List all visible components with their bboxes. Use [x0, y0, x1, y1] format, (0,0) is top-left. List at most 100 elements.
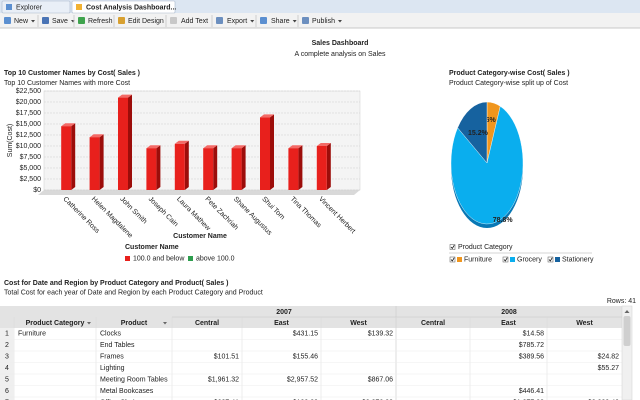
cost-cell: $2,957.52	[287, 377, 318, 384]
pie-value-label: 15.2%	[468, 130, 489, 137]
checkmark	[450, 257, 455, 262]
cost-cell: $24.82	[598, 354, 620, 361]
toolbar-icon	[42, 17, 49, 24]
cost-cell: $389.56	[519, 354, 544, 361]
bar	[316, 146, 327, 190]
category-cell: Furniture	[18, 331, 46, 338]
bar	[146, 148, 157, 190]
product-cell: Meeting Room Tables	[100, 377, 168, 384]
bar-side	[71, 123, 76, 190]
cost-cell: $55.27	[598, 365, 620, 372]
checkmark	[548, 257, 553, 262]
y-tick-label: $5,000	[20, 165, 42, 172]
bar-top	[146, 145, 161, 149]
cost-cell: $1,961.32	[208, 377, 239, 384]
bar-top	[203, 145, 218, 149]
toolbar	[0, 13, 640, 28]
region-header: West	[350, 320, 367, 327]
row-number-column	[0, 328, 14, 400]
pie-value-label: 78.8%	[493, 217, 514, 224]
toolbar-button[interactable]: Edit Design	[128, 18, 164, 25]
legend-label: above 100.0	[196, 256, 235, 263]
row-number: 1	[5, 331, 9, 338]
bar	[174, 143, 185, 190]
x-axis-label: Customer Name	[173, 233, 227, 240]
toolbar-icon	[260, 17, 267, 24]
scrollbar-track[interactable]	[621, 305, 633, 400]
checkbox[interactable]	[449, 244, 456, 250]
tab[interactable]	[1, 0, 71, 14]
bar-top	[231, 145, 246, 149]
toolbar-icon	[4, 17, 11, 24]
legend-swatch	[188, 256, 193, 261]
toolbar-button[interactable]: New	[14, 18, 29, 25]
cost-cell: $101.51	[214, 354, 239, 361]
y-axis-label: Sum(Cost)	[7, 124, 14, 157]
chart-title: Top 10 Customer Names by Cost( Sales )	[4, 70, 140, 77]
legend-title: Customer Name	[125, 244, 179, 251]
tab[interactable]	[71, 0, 176, 14]
region-header: West	[576, 320, 593, 327]
tab-label[interactable]: Explorer	[16, 4, 43, 11]
region-header: East	[274, 320, 289, 327]
checkbox[interactable]	[502, 256, 509, 263]
toolbar-button[interactable]: Share	[271, 18, 290, 25]
toolbar-button[interactable]: Refresh	[88, 18, 113, 25]
bar-side	[298, 145, 303, 190]
legend-title: Product Category	[458, 244, 513, 251]
bar-top	[118, 94, 132, 98]
bar	[231, 148, 242, 190]
cost-cell: $14.58	[523, 331, 545, 338]
toolbar-button[interactable]: Save	[52, 18, 68, 25]
bar	[288, 148, 299, 190]
toolbar-icon	[170, 17, 177, 24]
toolbar-button[interactable]: Export	[227, 18, 247, 25]
dropdown-arrow	[337, 20, 342, 23]
column-header[interactable]: Product Category	[26, 320, 85, 327]
bar-top	[260, 114, 274, 118]
checkbox[interactable]	[449, 256, 456, 263]
toolbar-button[interactable]: Publish	[312, 18, 335, 25]
legend-swatch	[510, 257, 515, 262]
bar-side	[128, 94, 132, 190]
bar	[260, 117, 270, 190]
checkmark	[503, 257, 508, 262]
scrollbar-thumb[interactable]	[623, 316, 631, 346]
bar-top	[89, 134, 104, 138]
pie-slice	[457, 101, 488, 164]
dashboard-title: Sales Dashboard	[312, 40, 369, 47]
toolbar-icon	[216, 17, 223, 24]
pie-value-label: 6%	[486, 117, 497, 124]
checkbox[interactable]	[547, 256, 554, 263]
table-subtitle: Total Cost for each year of Date and Reg…	[4, 289, 263, 296]
plot-floor	[38, 190, 360, 195]
bar	[89, 137, 100, 190]
bar-side	[270, 114, 274, 190]
toolbar-icon	[118, 17, 125, 24]
bar-top	[174, 140, 189, 144]
legend-label: 100.0 and below	[133, 256, 185, 263]
tab-label[interactable]: Cost Analysis Dashboard...	[86, 4, 176, 11]
dropdown-arrow	[292, 20, 297, 23]
column-header[interactable]: Product	[121, 320, 148, 327]
row-count: Rows: 41	[607, 298, 636, 305]
y-tick-label: $10,000	[16, 143, 41, 150]
bar-top	[61, 123, 76, 127]
region-header: East	[501, 320, 516, 327]
product-cell: Frames	[100, 354, 124, 361]
product-cell: Lighting	[100, 365, 125, 372]
y-tick-label: $0	[33, 187, 41, 194]
row-number: 4	[5, 365, 9, 372]
row-number: 2	[5, 342, 9, 349]
dropdown-arrow	[31, 20, 36, 23]
chart-subtitle: Product Category-wise split up of Cost	[449, 80, 568, 87]
bar-top	[288, 145, 303, 149]
y-tick-label: $20,000	[16, 99, 41, 106]
bar-side	[213, 145, 218, 190]
pie-slice	[450, 105, 524, 225]
bar	[118, 97, 128, 190]
bar-side	[326, 143, 331, 190]
product-cell: End Tables	[100, 342, 135, 349]
